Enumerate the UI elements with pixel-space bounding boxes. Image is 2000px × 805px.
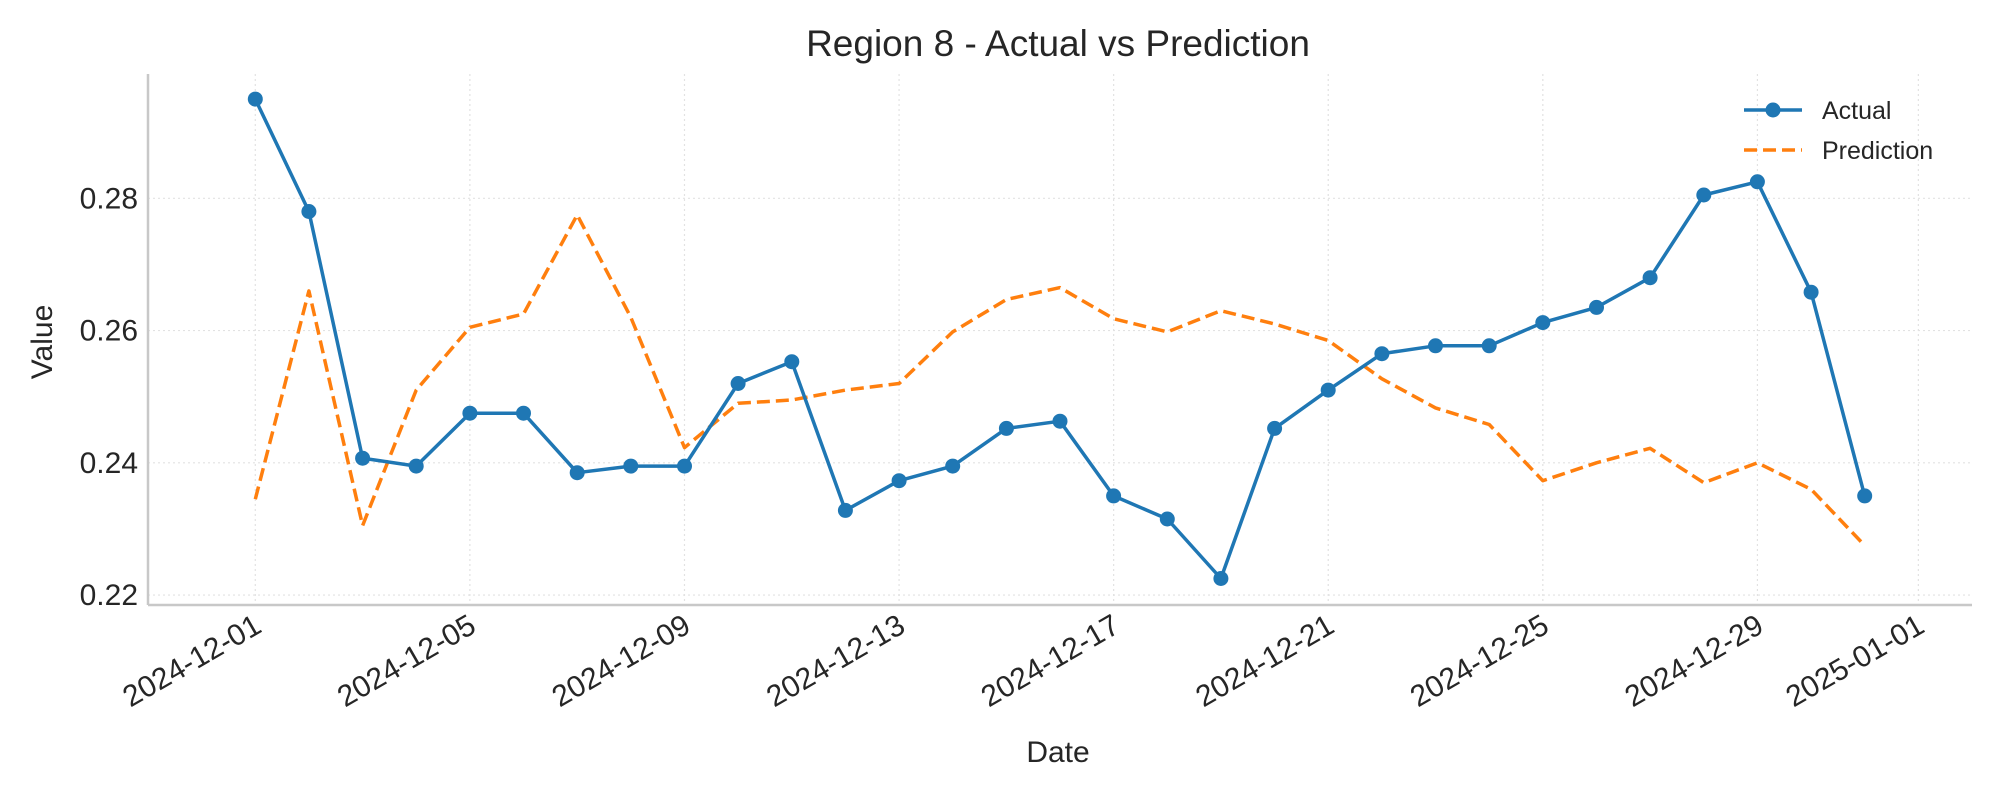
data-point-actual xyxy=(1589,299,1604,315)
data-point-actual xyxy=(516,405,531,421)
grid xyxy=(148,74,1972,605)
data-point-actual xyxy=(462,405,478,421)
data-point-actual xyxy=(677,458,692,474)
legend-label-prediction: Prediction xyxy=(1822,137,1933,165)
legend-label-actual: Actual xyxy=(1822,97,1891,125)
data-point-actual xyxy=(1106,488,1122,504)
data-point-actual xyxy=(569,465,585,481)
x-tick-label: 2024-12-25 xyxy=(1405,608,1554,713)
x-ticks: 2024-12-01 2024-12-05 2024-12-09 2024-12-13… xyxy=(117,608,1929,713)
data-point-actual xyxy=(1481,338,1497,354)
chart-title: Region 8 - Actual vs Prediction xyxy=(806,23,1310,64)
series-line-prediction xyxy=(253,213,1866,547)
axes xyxy=(146,74,1972,607)
data-point-actual xyxy=(1267,420,1283,436)
x-tick-label: 2024-12-13 xyxy=(761,608,910,713)
data-point-actual xyxy=(1749,174,1765,190)
data-point-actual xyxy=(1052,413,1068,429)
data-point-actual xyxy=(945,458,961,474)
data-point-actual xyxy=(891,473,907,489)
data-point-actual xyxy=(301,204,317,219)
data-point-actual xyxy=(1696,187,1712,203)
x-axis-title: Date xyxy=(1026,736,1089,769)
x-tick-label: 2024-12-29 xyxy=(1620,608,1769,713)
data-point-actual xyxy=(784,354,800,370)
data-point-actual xyxy=(730,376,746,391)
data-point-actual xyxy=(1159,511,1175,527)
x-tick-label: 2024-12-05 xyxy=(332,608,481,713)
series-area xyxy=(247,91,1873,586)
x-tick-label: 2024-12-09 xyxy=(547,608,696,713)
legend-item-actual: Actual xyxy=(1744,97,1891,125)
data-point-actual xyxy=(355,450,371,466)
legend-item-prediction: Prediction xyxy=(1744,137,1933,165)
x-tick-label: 2024-12-21 xyxy=(1190,608,1339,713)
x-tick-label: 2024-12-01 xyxy=(117,608,266,713)
data-point-actual xyxy=(1213,571,1229,586)
data-point-actual xyxy=(1374,346,1390,362)
data-point-actual xyxy=(1857,488,1873,504)
legend-marker-actual xyxy=(1765,102,1781,118)
legend: Actual Prediction xyxy=(1744,97,1933,165)
data-point-actual xyxy=(1535,315,1551,331)
data-point-actual xyxy=(1803,284,1819,300)
y-axis-title: Value xyxy=(26,305,59,380)
y-tick-label: 0.22 xyxy=(80,579,138,612)
data-point-actual xyxy=(247,91,263,107)
x-tick-label: 2024-12-17 xyxy=(976,608,1125,713)
data-point-actual xyxy=(408,458,424,474)
data-point-actual xyxy=(623,458,639,474)
data-point-actual xyxy=(1428,338,1443,354)
y-tick-label: 0.24 xyxy=(80,447,138,480)
y-tick-label: 0.28 xyxy=(80,182,138,215)
data-point-actual xyxy=(1642,270,1658,286)
data-point-actual xyxy=(1320,382,1336,398)
y-ticks: 0.22 0.24 0.26 0.28 xyxy=(80,182,138,612)
data-point-actual xyxy=(998,420,1014,436)
y-tick-label: 0.26 xyxy=(80,315,138,348)
series-line-actual xyxy=(253,98,1867,581)
data-point-actual xyxy=(837,502,853,518)
x-tick-label: 2025-01-01 xyxy=(1780,608,1929,713)
